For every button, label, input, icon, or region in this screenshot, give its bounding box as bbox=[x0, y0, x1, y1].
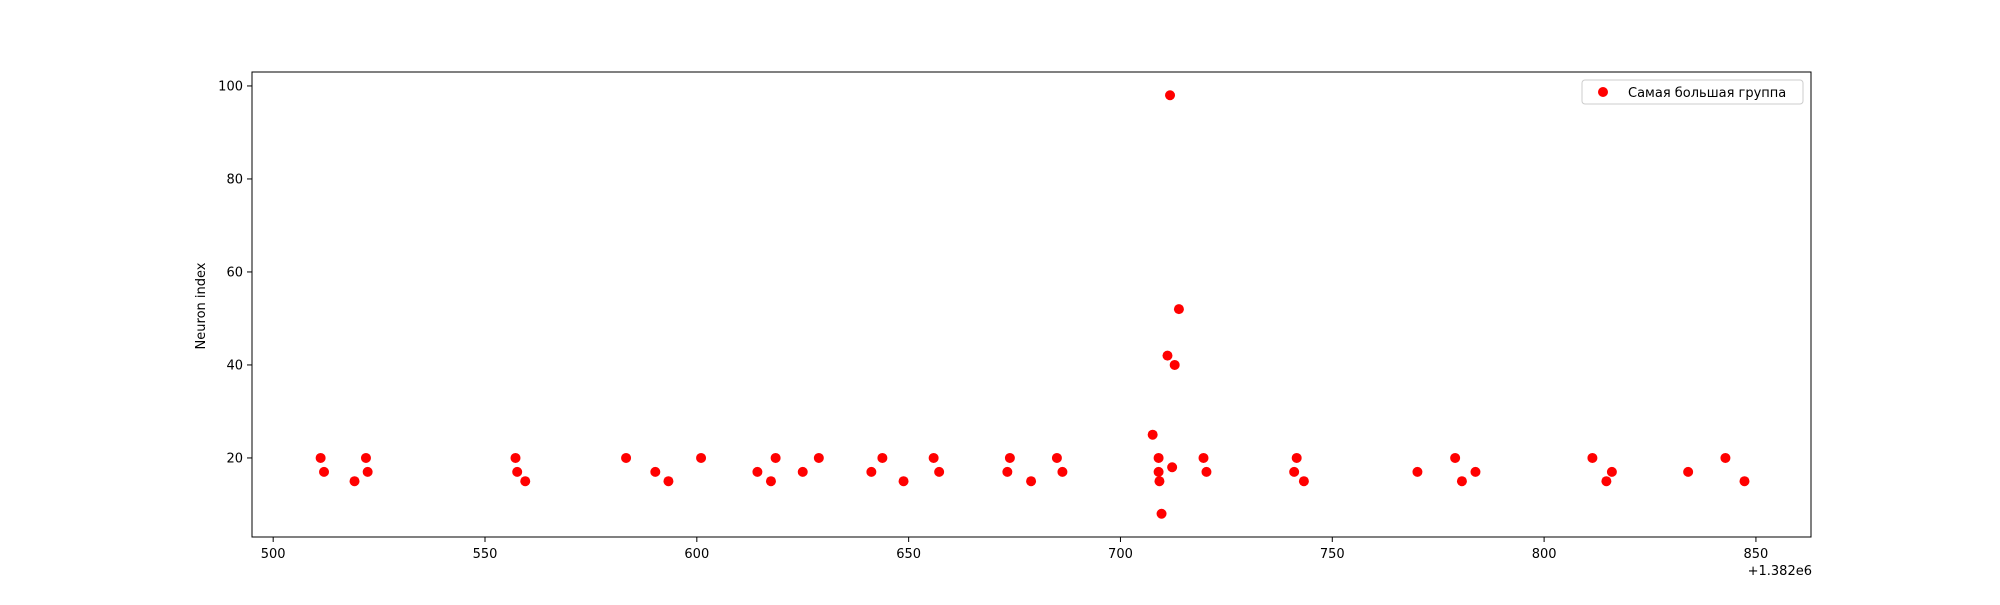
x-tick-label: 700 bbox=[1108, 547, 1133, 562]
data-point bbox=[1156, 508, 1167, 519]
x-tick-label: 800 bbox=[1532, 547, 1557, 562]
points-layer bbox=[315, 90, 1750, 519]
x-tick-label: 500 bbox=[261, 547, 286, 562]
data-point bbox=[934, 466, 945, 477]
data-point bbox=[696, 452, 707, 463]
legend: Самая большая группа bbox=[1581, 79, 1804, 105]
x-tick-label: 850 bbox=[1744, 547, 1769, 562]
y-tick-label: 40 bbox=[226, 358, 243, 373]
data-point bbox=[1167, 462, 1178, 473]
data-point bbox=[360, 452, 371, 463]
data-point bbox=[1165, 90, 1176, 101]
data-point bbox=[520, 476, 531, 487]
data-point bbox=[621, 452, 632, 463]
data-point bbox=[1470, 466, 1481, 477]
data-point bbox=[1162, 350, 1173, 361]
data-point bbox=[928, 452, 939, 463]
x-tick-label: 650 bbox=[896, 547, 921, 562]
data-point bbox=[1002, 466, 1013, 477]
data-point bbox=[1298, 476, 1309, 487]
data-point bbox=[1450, 452, 1461, 463]
data-point bbox=[813, 452, 824, 463]
data-point bbox=[1154, 476, 1165, 487]
data-point bbox=[1739, 476, 1750, 487]
data-point bbox=[1198, 452, 1209, 463]
data-point bbox=[866, 466, 877, 477]
data-point bbox=[315, 452, 326, 463]
data-point bbox=[1587, 452, 1598, 463]
y-axis-label: Neuron index bbox=[194, 262, 209, 349]
data-point bbox=[770, 452, 781, 463]
y-tick-label: 20 bbox=[226, 451, 243, 466]
data-point bbox=[1169, 359, 1180, 370]
data-point bbox=[1153, 452, 1164, 463]
data-point bbox=[898, 476, 909, 487]
data-point bbox=[510, 452, 521, 463]
ticks-layer: 500 550 600 650 700 750 800 850 20 40 60 80 100 bbox=[218, 79, 1768, 562]
data-point bbox=[1289, 466, 1300, 477]
data-point bbox=[512, 466, 523, 477]
x-tick-label: 550 bbox=[473, 547, 498, 562]
y-tick-label: 100 bbox=[218, 79, 243, 94]
data-point bbox=[1412, 466, 1423, 477]
data-point bbox=[1026, 476, 1037, 487]
axes-frame bbox=[251, 71, 1812, 538]
data-point bbox=[319, 466, 330, 477]
data-point bbox=[1456, 476, 1467, 487]
y-tick-label: 80 bbox=[226, 172, 243, 187]
data-point bbox=[1147, 429, 1158, 440]
legend-marker bbox=[1598, 87, 1608, 97]
y-tick-label: 60 bbox=[226, 265, 243, 280]
data-point bbox=[1051, 452, 1062, 463]
x-tick-label: 600 bbox=[684, 547, 709, 562]
data-point bbox=[797, 466, 808, 477]
data-point bbox=[650, 466, 661, 477]
data-point bbox=[349, 476, 360, 487]
data-point bbox=[1173, 304, 1184, 315]
data-point bbox=[1153, 466, 1164, 477]
data-point bbox=[663, 476, 674, 487]
y-axis-label-group: Neuron index bbox=[194, 262, 209, 349]
data-point bbox=[1683, 466, 1694, 477]
data-point bbox=[362, 466, 373, 477]
data-point bbox=[765, 476, 776, 487]
data-point bbox=[1004, 452, 1015, 463]
legend-box bbox=[1581, 79, 1804, 105]
x-axis-offset-label: +1.382e6 bbox=[1748, 564, 1812, 579]
data-point bbox=[1606, 466, 1617, 477]
data-point bbox=[1291, 452, 1302, 463]
legend-label: Самая большая группа bbox=[1628, 86, 1786, 101]
data-point bbox=[752, 466, 763, 477]
x-tick-label: 750 bbox=[1320, 547, 1345, 562]
data-point bbox=[1601, 476, 1612, 487]
data-point bbox=[1720, 452, 1731, 463]
data-point bbox=[877, 452, 888, 463]
data-point bbox=[1057, 466, 1068, 477]
data-point bbox=[1201, 466, 1212, 477]
